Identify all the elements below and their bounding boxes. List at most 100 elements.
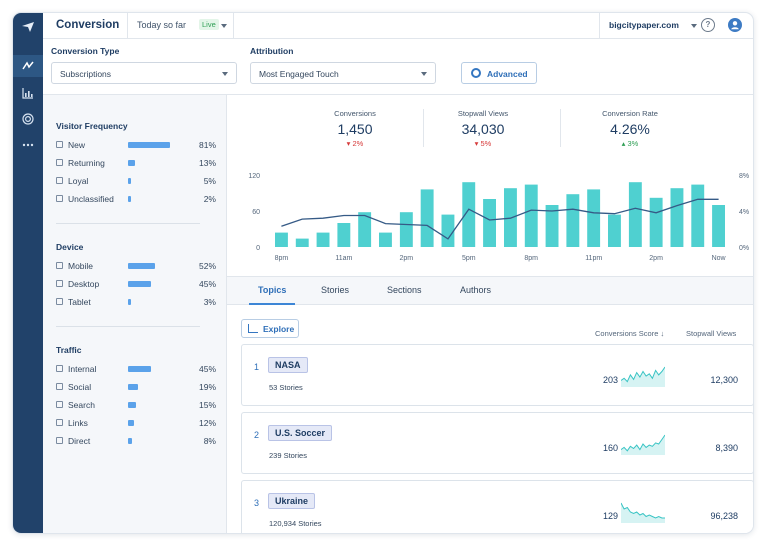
checkbox[interactable] <box>56 177 63 184</box>
advanced-button[interactable]: Advanced <box>461 62 537 84</box>
filter-controls: Conversion Type Subscriptions Attributio… <box>43 39 753 95</box>
checkbox[interactable] <box>56 280 63 287</box>
filter-row[interactable]: Mobile 52% <box>56 260 216 272</box>
filter-row[interactable]: Loyal 5% <box>56 175 216 187</box>
filter-row[interactable]: Unclassified 2% <box>56 193 216 205</box>
chart-bar <box>420 189 434 247</box>
kpi-conversion-rate: Conversion Rate 4.26% ▴ 3% <box>570 109 690 148</box>
share-bar <box>128 142 170 148</box>
explore-button[interactable]: Explore <box>241 319 299 338</box>
kpi-value: 1,450 <box>337 121 373 137</box>
date-range-selector[interactable]: Today so far <box>137 20 187 30</box>
kpi-stopwall-views: Stopwall Views 34,030 ▾ 5% <box>423 109 543 148</box>
chevron-down-icon <box>421 72 427 76</box>
filter-percent: 3% <box>203 297 216 307</box>
nav-conversion-icon[interactable] <box>13 55 43 77</box>
tab-authors[interactable]: Authors <box>460 285 492 295</box>
column-header-views[interactable]: Stopwall Views <box>686 329 737 338</box>
kpi-value: 4.26% <box>610 121 650 137</box>
share-bar <box>128 160 135 166</box>
filter-row[interactable]: Desktop 45% <box>56 278 216 290</box>
conversion-type-select[interactable]: Subscriptions <box>51 62 237 84</box>
sparkline-line <box>621 502 665 519</box>
checkbox[interactable] <box>56 401 63 408</box>
divider <box>56 326 200 327</box>
chart-bar <box>462 182 476 247</box>
checkbox[interactable] <box>56 298 63 305</box>
filter-row[interactable]: Links 12% <box>56 417 216 429</box>
tab-stories[interactable]: Stories <box>321 285 350 295</box>
topic-tag[interactable]: Ukraine <box>268 493 316 509</box>
filter-row[interactable]: Tablet 3% <box>56 296 216 308</box>
filter-row[interactable]: Search 15% <box>56 399 216 411</box>
story-count: 53 Stories <box>269 383 303 392</box>
filter-label: Direct <box>68 436 91 446</box>
up-arrow-icon: ▴ <box>621 139 628 148</box>
filter-percent: 5% <box>203 176 216 186</box>
filter-row[interactable]: New 81% <box>56 139 216 151</box>
filter-row[interactable]: Internal 45% <box>56 363 216 375</box>
filter-label: Social <box>68 382 92 392</box>
story-count: 239 Stories <box>269 451 307 460</box>
checkbox[interactable] <box>56 365 63 372</box>
target-icon[interactable] <box>20 111 36 127</box>
filter-label: New <box>68 140 86 150</box>
filter-row[interactable]: Returning 13% <box>56 157 216 169</box>
more-icon[interactable] <box>20 137 36 153</box>
filter-label: Tablet <box>68 297 91 307</box>
chart-bar <box>441 214 455 247</box>
tab-sections[interactable]: Sections <box>387 285 422 295</box>
checkbox[interactable] <box>56 195 63 202</box>
share-bar <box>128 438 132 444</box>
site-selector[interactable]: bigcitypaper.com <box>609 20 679 30</box>
stopwall-views: 96,238 <box>710 511 738 521</box>
checkbox[interactable] <box>56 141 63 148</box>
checkbox[interactable] <box>56 419 63 426</box>
topic-tag[interactable]: NASA <box>268 357 308 373</box>
filter-percent: 8% <box>203 436 216 446</box>
sparkline-area <box>621 503 665 523</box>
checkbox[interactable] <box>56 159 63 166</box>
sparkline-line <box>621 434 665 452</box>
help-icon[interactable]: ? <box>701 18 715 32</box>
filters-sidebar: Visitor Frequency New 81% Returning 13% Lo… <box>43 95 227 533</box>
chart-bar <box>316 232 330 247</box>
checkbox[interactable] <box>56 437 63 444</box>
sparkline-area <box>621 367 665 387</box>
chevron-down-icon[interactable] <box>221 24 227 28</box>
filter-label: Desktop <box>68 279 100 289</box>
nav-rail <box>13 13 43 533</box>
chart-line-series <box>281 198 719 240</box>
checkbox[interactable] <box>56 262 63 269</box>
filter-row[interactable]: Direct 8% <box>56 435 216 447</box>
section-title: Device <box>56 242 84 252</box>
kpi-value: 34,030 <box>461 121 505 137</box>
section-title: Traffic <box>56 345 82 355</box>
chart-bar <box>399 212 413 247</box>
checkbox[interactable] <box>56 383 63 390</box>
avatar[interactable] <box>728 18 742 32</box>
chart-bar <box>691 184 705 247</box>
topic-row[interactable]: 2 U.S. Soccer 239 Stories 160 8,390 <box>241 412 753 474</box>
topic-row[interactable]: 3 Ukraine 120,934 Stories 129 96,238 <box>241 480 753 533</box>
sparkline-line <box>621 366 665 383</box>
attribution-select[interactable]: Most Engaged Touch <box>250 62 436 84</box>
filter-percent: 81% <box>198 140 216 150</box>
chevron-down-icon[interactable] <box>691 24 697 28</box>
x-axis-tick-label: 5pm <box>462 255 476 262</box>
kpi-label: Stopwall Views <box>457 109 509 118</box>
topic-row[interactable]: 1 NASA 53 Stories 203 12,300 <box>241 344 753 406</box>
main-panel: Conversions 1,450 ▾ 2% Stopwall Views 34… <box>227 95 753 533</box>
filter-label: Links <box>68 418 88 428</box>
topic-tag[interactable]: U.S. Soccer <box>268 425 333 441</box>
filter-percent: 52% <box>198 261 216 271</box>
page-title: Conversion <box>56 19 120 31</box>
filter-row[interactable]: Social 19% <box>56 381 216 393</box>
tab-topics[interactable]: Topics <box>258 285 287 295</box>
analytics-icon[interactable] <box>20 85 36 101</box>
x-axis-tick-label: 11pm <box>585 255 602 262</box>
chart-bar <box>337 223 351 247</box>
column-header-score[interactable]: Conversions Score ↓ <box>595 329 665 338</box>
sparkline <box>621 366 665 387</box>
logo-icon[interactable] <box>20 19 36 35</box>
